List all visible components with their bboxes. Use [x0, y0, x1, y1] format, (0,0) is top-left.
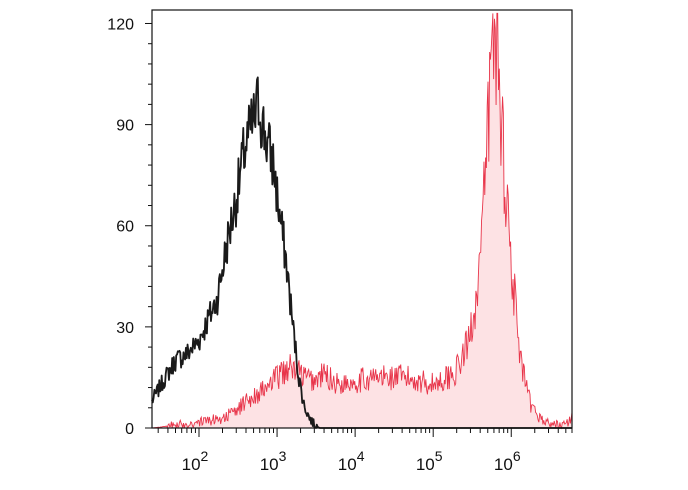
series-layer — [151, 12, 573, 430]
y-tick-label-120: 120 — [107, 16, 134, 33]
series-fill-1 — [152, 13, 572, 429]
x-tick-label-2: 102 — [182, 448, 209, 474]
y-tick-label-60: 60 — [116, 219, 134, 236]
x-tick-label-5: 105 — [416, 448, 443, 474]
y-tick-label-0: 0 — [125, 421, 134, 438]
y-tick-label-90: 90 — [116, 118, 134, 135]
series-line-1 — [151, 12, 573, 430]
x-tick-label-6: 106 — [494, 448, 521, 474]
axes: 0 30 60 90 120 102 103 104 105 106 — [107, 9, 573, 474]
y-tick-label-30: 30 — [116, 320, 134, 337]
plot-frame — [151, 9, 573, 429]
x-tick-label-4: 104 — [338, 448, 365, 474]
x-tick-label-3: 103 — [260, 448, 287, 474]
